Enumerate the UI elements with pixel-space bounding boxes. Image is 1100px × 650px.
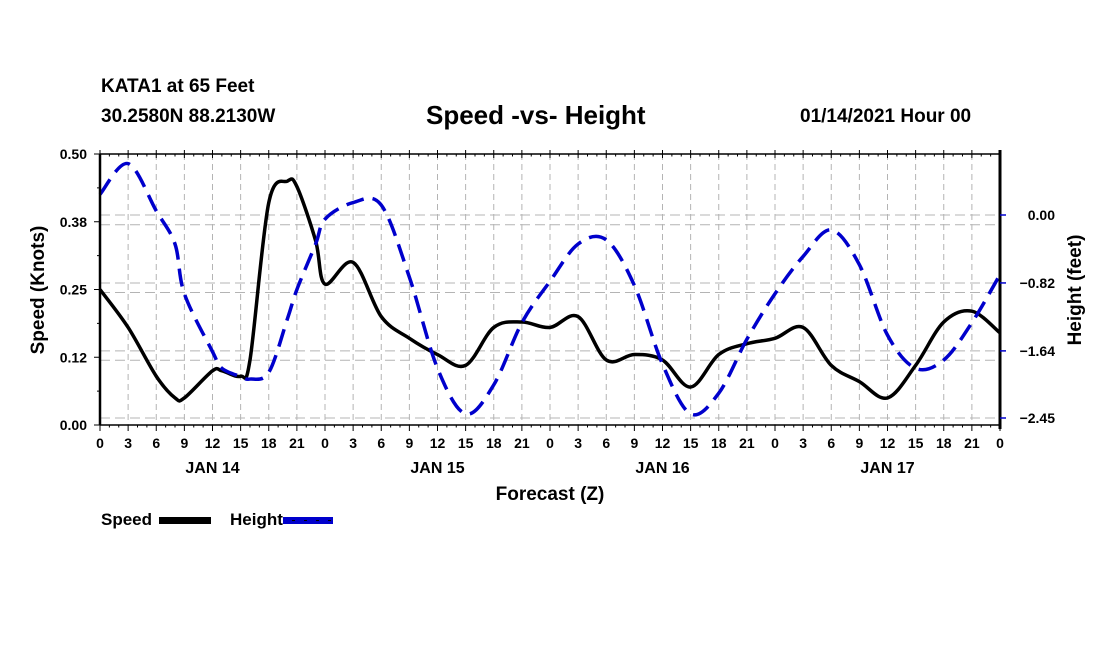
x-tick-label: 0 bbox=[546, 435, 554, 451]
y-tick-label: 0.00 bbox=[60, 417, 87, 433]
x-tick-label: 21 bbox=[514, 435, 530, 451]
x-tick-label: 21 bbox=[289, 435, 305, 451]
y-tick-label: 0.12 bbox=[60, 349, 87, 365]
x-tick-label: 18 bbox=[711, 435, 727, 451]
series-line-height bbox=[98, 161, 1002, 417]
axes bbox=[94, 150, 1006, 431]
legend-height-swatch bbox=[282, 517, 333, 525]
x-tick-label: 15 bbox=[683, 435, 699, 451]
x-tick-label: 3 bbox=[124, 435, 132, 451]
x-tick-label: 6 bbox=[602, 435, 610, 451]
x-tick-label: 3 bbox=[799, 435, 807, 451]
y2-tick-label: −0.82 bbox=[1020, 275, 1056, 291]
issued-date: 01/14/2021 Hour 00 bbox=[800, 106, 972, 127]
x-tick-label: 18 bbox=[936, 435, 952, 451]
legend-speed-label: Speed bbox=[101, 510, 153, 529]
x-tick-label: 21 bbox=[739, 435, 755, 451]
y-tick-label: 0.38 bbox=[60, 214, 87, 230]
series-group bbox=[98, 161, 1002, 417]
day-label: JAN 14 bbox=[185, 460, 239, 477]
axis-labels: 0 3 6 9 12 15 18 21 0 3 6 9 12 15 18 21 0 3 6 9 12 15 18 21 0 3 6 9… bbox=[28, 146, 1086, 505]
x-tick-label: 0 bbox=[996, 435, 1004, 451]
y-axis-title: Speed (Knots) bbox=[28, 226, 49, 355]
x-tick-label: 15 bbox=[908, 435, 924, 451]
x-tick-label: 12 bbox=[880, 435, 896, 451]
x-tick-label: 9 bbox=[630, 435, 638, 451]
coordinates-label: 30.2580N 88.2130W bbox=[101, 106, 276, 127]
x-tick-label: 18 bbox=[261, 435, 277, 451]
x-tick-label: 0 bbox=[321, 435, 329, 451]
x-tick-label: 15 bbox=[233, 435, 249, 451]
legend-speed-swatch bbox=[158, 517, 211, 525]
x-tick-label: 6 bbox=[152, 435, 160, 451]
day-label: JAN 16 bbox=[635, 460, 689, 477]
x-axis-title: Forecast (Z) bbox=[496, 484, 605, 505]
x-tick-label: 6 bbox=[377, 435, 385, 451]
legend-speed: Speed bbox=[101, 510, 211, 530]
y-tick-label: 0.50 bbox=[60, 146, 87, 162]
x-tick-label: 0 bbox=[771, 435, 779, 451]
x-tick-label: 3 bbox=[574, 435, 582, 451]
x-tick-label: 12 bbox=[205, 435, 221, 451]
x-tick-label: 15 bbox=[458, 435, 474, 451]
x-tick-label: 3 bbox=[349, 435, 357, 451]
y2-tick-label: −2.45 bbox=[1020, 410, 1056, 426]
y2-axis-title: Height (feet) bbox=[1065, 235, 1086, 346]
x-tick-label: 6 bbox=[827, 435, 835, 451]
y2-tick-label: 0.00 bbox=[1028, 207, 1055, 223]
y2-tick-label: −1.64 bbox=[1020, 343, 1056, 359]
x-tick-label: 12 bbox=[655, 435, 671, 451]
legend-height: Height bbox=[230, 510, 333, 530]
chart-title: Speed -vs- Height bbox=[426, 100, 646, 130]
day-label: JAN 17 bbox=[860, 460, 914, 477]
x-tick-label: 0 bbox=[96, 435, 104, 451]
station-label: KATA1 at 65 Feet bbox=[101, 76, 255, 97]
x-tick-label: 18 bbox=[486, 435, 502, 451]
day-label: JAN 15 bbox=[410, 460, 464, 477]
x-tick-label: 12 bbox=[430, 435, 446, 451]
grid bbox=[100, 154, 1000, 425]
x-tick-label: 21 bbox=[964, 435, 980, 451]
legend-height-label: Height bbox=[230, 510, 283, 529]
x-tick-label: 9 bbox=[855, 435, 863, 451]
x-tick-label: 9 bbox=[180, 435, 188, 451]
x-tick-label: 9 bbox=[405, 435, 413, 451]
y-tick-label: 0.25 bbox=[60, 282, 87, 298]
